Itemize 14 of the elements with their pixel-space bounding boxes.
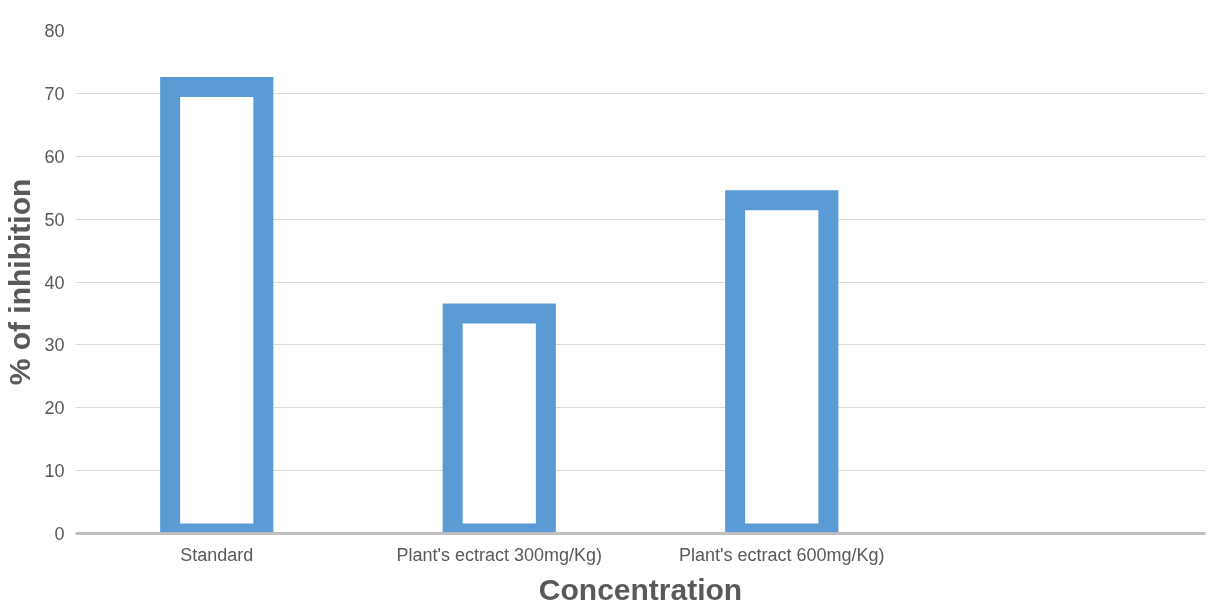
x-tick-label: Standard [180,544,254,565]
y-tick-label: 10 [44,461,65,482]
y-tick-label: 0 [54,524,65,544]
y-tick-label: 60 [44,146,65,167]
y-tick-label: 80 [44,21,65,41]
x-tick-label: Plant's ectract 600mg/Kg) [678,544,885,565]
y-tick-label: 70 [44,83,65,104]
y-tick-label: 20 [44,398,65,419]
y-tick-label: 40 [44,272,65,293]
x-axis-title: Concentration [538,572,743,606]
y-tick-label: 50 [44,209,65,230]
y-axis-title: % of inhibition [3,178,37,386]
y-tick-label: 30 [44,335,65,356]
x-tick-label: Plant's ectract 300mg/Kg) [396,544,603,565]
